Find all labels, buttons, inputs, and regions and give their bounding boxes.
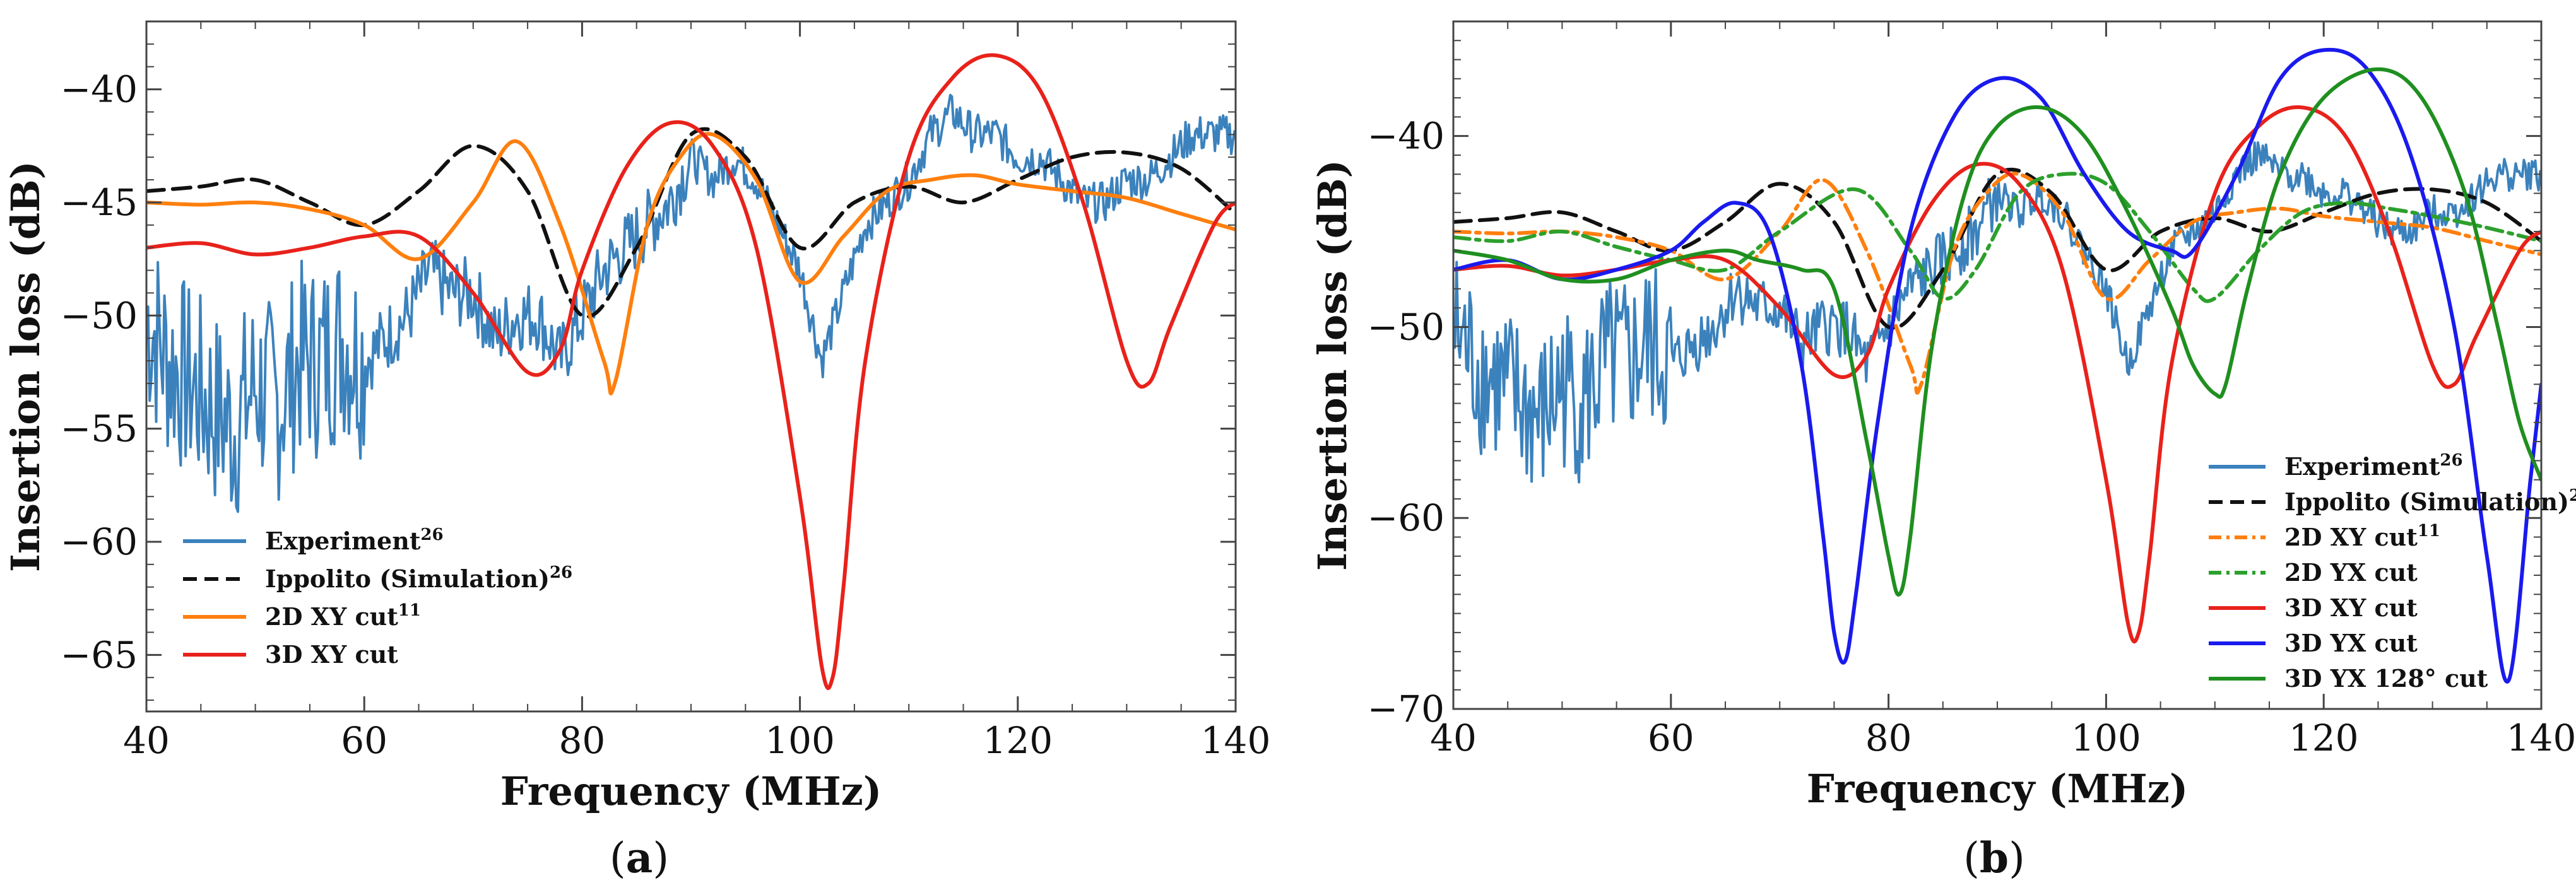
x-tick-label: 80 <box>558 719 605 762</box>
legend-superscript: 11 <box>2418 522 2440 541</box>
legend-label: Ippolito (Simulation)26 <box>2284 486 2576 516</box>
series-line-experiment <box>1453 141 2541 484</box>
y-tick-label: −50 <box>61 294 138 337</box>
legend-label: 3D XY cut <box>2284 594 2418 622</box>
legend-label: Experiment26 <box>2284 451 2463 481</box>
legend-superscript: 26 <box>2569 486 2576 505</box>
series-group <box>146 53 1236 691</box>
x-axis-title: Frequency (MHz) <box>500 768 882 814</box>
y-tick-label: −50 <box>1368 305 1445 348</box>
y-tick-label: −40 <box>61 68 138 111</box>
series-line-3d-xy-cut <box>1453 105 2541 644</box>
y-tick-label: −45 <box>61 181 138 224</box>
x-tick-label: 40 <box>123 719 170 762</box>
chart-panel-b: 40 60 80 100 120 140 −40 −50 −60 −70 Frequency (MH… <box>1309 20 2576 882</box>
legend: Experiment26 Ippolito (Simulation)26 2D XY… <box>183 525 572 669</box>
y-tick-label: −70 <box>1368 687 1445 730</box>
legend-superscript: 26 <box>2440 451 2462 470</box>
legend-label: 2D XY cut11 <box>2284 522 2440 551</box>
legend-superscript: 11 <box>398 601 421 620</box>
series-line-3d-yx-cut <box>1453 47 2541 684</box>
x-tick-label: 100 <box>2071 717 2141 759</box>
x-tick-label: 120 <box>983 719 1053 762</box>
chart-panel-a: 40 60 80 100 120 140 −40 −45 −50 −55 −60 −65 Frequen… <box>3 20 1271 882</box>
legend-label: 3D YX 128° cut <box>2284 664 2488 693</box>
series-line-3d-xy-cut <box>146 53 1236 691</box>
series-line-ippolito-simulation- <box>146 127 1236 319</box>
series-line-2d-xy-cut <box>1453 172 2541 395</box>
x-tick-label: 80 <box>1865 717 1912 759</box>
panel-label-letter: b <box>1980 833 2009 882</box>
y-tick-label: −55 <box>61 407 138 450</box>
x-tick-label: 60 <box>341 719 387 762</box>
legend-label: 2D YX cut <box>2284 558 2418 587</box>
series-line-ippolito-simulation- <box>1453 167 2541 331</box>
series-line-3d-yx-128-cut <box>1453 67 2541 597</box>
y-tick-label: −60 <box>61 520 138 563</box>
legend-label: Experiment26 <box>265 525 444 555</box>
legend: Experiment26 Ippolito (Simulation)26 2D XY… <box>2209 451 2576 693</box>
y-axis-title: Insertion loss (dB) <box>3 161 49 572</box>
legend-label: 3D XY cut <box>265 640 398 669</box>
series-line-2d-xy-cut <box>146 132 1236 395</box>
legend-superscript: 26 <box>420 525 443 544</box>
x-tick-label: 100 <box>765 719 835 762</box>
y-tick-label: −40 <box>1368 115 1445 158</box>
y-tick-label: −65 <box>61 633 138 676</box>
panel-label-letter: a <box>626 833 653 882</box>
x-tick-label: 140 <box>1201 719 1271 762</box>
series-group <box>1453 47 2541 684</box>
legend-label: 2D XY cut11 <box>265 601 421 631</box>
legend-label: Ippolito (Simulation)26 <box>265 563 572 593</box>
legend-superscript: 26 <box>550 563 572 582</box>
y-tick-label: −60 <box>1368 496 1445 539</box>
x-tick-label: 60 <box>1648 717 1694 759</box>
y-axis-title: Insertion loss (dB) <box>1309 160 1356 571</box>
panel-label: (a) <box>610 833 669 882</box>
x-tick-label: 140 <box>2507 717 2576 759</box>
x-tick-label: 120 <box>2289 717 2359 759</box>
x-tick-label: 40 <box>1430 717 1477 759</box>
panel-label: (b) <box>1963 833 2025 882</box>
legend-label: 3D YX cut <box>2284 629 2418 657</box>
x-axis-title: Frequency (MHz) <box>1807 766 2188 812</box>
